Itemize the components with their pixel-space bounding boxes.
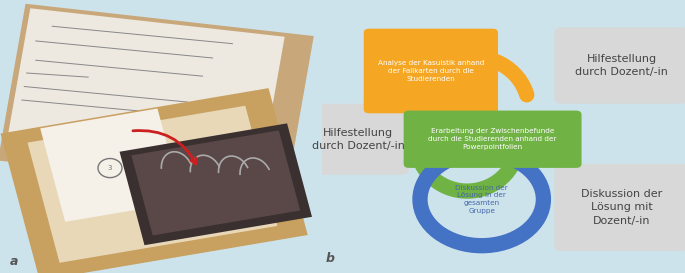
Text: Hilfestellung
durch Dozent/-in: Hilfestellung durch Dozent/-in — [575, 54, 668, 77]
Bar — [132, 130, 300, 235]
Bar — [40, 108, 182, 222]
Text: Analyse der Kasuistik anhand
der Fallkarten durch die
Studierenden: Analyse der Kasuistik anhand der Fallkar… — [377, 60, 484, 82]
Text: Diskussion der
Lösung in der
gesamten
Gruppe: Diskussion der Lösung in der gesamten Gr… — [456, 185, 508, 214]
Text: a: a — [10, 255, 18, 268]
Text: Hilfestellung
durch Dozent/-in: Hilfestellung durch Dozent/-in — [312, 128, 405, 151]
Text: b: b — [325, 252, 334, 265]
Bar — [0, 4, 314, 193]
FancyBboxPatch shape — [554, 27, 685, 104]
FancyBboxPatch shape — [364, 29, 498, 113]
Text: Erarbeitung der Zwischenbefunde
durch die Studierenden anhand der
Powerpointfoli: Erarbeitung der Zwischenbefunde durch di… — [428, 129, 557, 150]
Bar — [27, 106, 277, 263]
Text: 3: 3 — [108, 165, 112, 171]
FancyBboxPatch shape — [308, 104, 409, 175]
FancyBboxPatch shape — [403, 111, 582, 168]
Bar — [6, 8, 285, 172]
Bar — [120, 123, 312, 245]
Bar — [1, 88, 308, 273]
FancyBboxPatch shape — [554, 164, 685, 251]
Text: Diskussion der
Lösung mit
Dozent/-in: Diskussion der Lösung mit Dozent/-in — [581, 189, 662, 226]
